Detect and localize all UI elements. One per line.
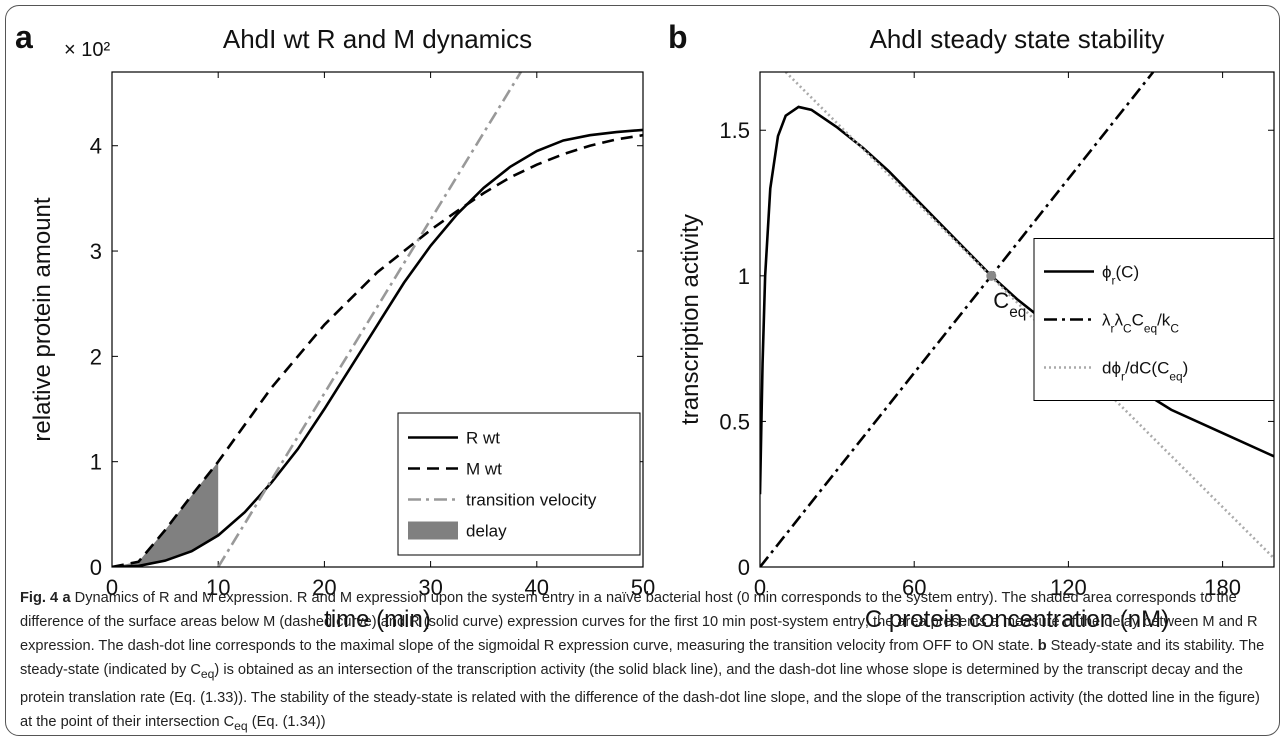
caption-text: b [1037, 638, 1047, 654]
y-axis-label: relative protein amount [29, 197, 56, 441]
legend-label: dϕr/dC(Ceq) [1102, 359, 1188, 384]
x-tick-label: 180 [1204, 575, 1241, 600]
legend-box [1033, 238, 1275, 401]
legend-label-part: r [1112, 274, 1116, 288]
x-tick-label: 120 [1050, 575, 1087, 600]
caption-text: eq [234, 718, 248, 733]
chart-title: AhdI wt R and M dynamics [223, 24, 532, 54]
legend-label-part: C [1170, 322, 1179, 336]
annotation-part: eq [1009, 303, 1026, 320]
legend-label-part: r [1121, 370, 1125, 384]
chart-title: AhdI steady state stability [870, 24, 1165, 54]
delay-area [112, 461, 219, 567]
legend-swatch [408, 521, 458, 540]
legend-label: transition velocity [466, 491, 597, 510]
caption-text: ) is obtained as an intersection of the … [20, 662, 1260, 730]
x-tick-label: 0 [106, 575, 118, 600]
x-tick-label: 30 [418, 575, 442, 600]
legend-label-part: eq [1144, 322, 1157, 336]
y-tick-label: 0 [90, 555, 102, 580]
y-tick-label: 2 [90, 344, 102, 369]
legend-label: delay [466, 522, 507, 541]
series-line [112, 128, 643, 567]
caption-text: Fig. 4 [20, 590, 59, 606]
x-tick-label: 10 [206, 575, 230, 600]
legend-label-part: λ [1102, 311, 1111, 330]
panel-label: b [668, 19, 688, 55]
panel-label: a [15, 19, 33, 55]
legend-label-part: ϕ [1102, 263, 1112, 282]
caption-text: Dynamics of R and M expression. R and M … [20, 590, 1258, 654]
legend-label-part: dϕ [1102, 359, 1121, 378]
legend-label-part: C [1123, 322, 1132, 336]
y-tick-label: 4 [90, 134, 102, 159]
plot-area [112, 72, 643, 567]
legend-label-part: r [1111, 322, 1115, 336]
legend-label: R wt [466, 429, 500, 448]
legend-label-part: (C) [1116, 263, 1140, 282]
y-tick-label: 1 [738, 264, 750, 289]
x-axis-label: time (min) [324, 606, 431, 633]
plot-frame [111, 71, 644, 568]
caption-text: (Eq. (1.34)) [247, 713, 326, 730]
equilibrium-marker [986, 270, 997, 281]
y-axis-label: transcription activity [677, 214, 704, 425]
series-line [760, 72, 1155, 567]
x-tick-label: 50 [631, 575, 655, 600]
legend-label-part: λ [1114, 311, 1123, 330]
legend-label-part: eq [1169, 370, 1182, 384]
legend-label-part: C [1132, 311, 1144, 330]
caption-text: a [62, 590, 71, 606]
series-line [217, 72, 522, 567]
legend-label: M wt [466, 460, 502, 479]
series-line [112, 133, 643, 567]
legend-label-part: /dC(C [1125, 359, 1169, 378]
caption-text: eq [200, 666, 215, 681]
x-axis-label: C protein concentration (nM) [865, 606, 1169, 633]
y-tick-label: 0.5 [719, 409, 750, 434]
legend-label: ϕr(C) [1102, 263, 1139, 288]
x-tick-label: 0 [754, 575, 766, 600]
y-tick-label: 1.5 [719, 118, 750, 143]
annotation: Ceq [993, 288, 1026, 321]
x-tick-label: 40 [525, 575, 549, 600]
caption-text: Steady-state and its stability. The stea… [20, 638, 1265, 678]
y-tick-label: 1 [90, 450, 102, 475]
legend-label-part: ) [1183, 359, 1189, 378]
x-tick-label: 20 [312, 575, 336, 600]
legend-label: λrλCCeq/kC [1102, 311, 1179, 336]
figure-frame [5, 5, 1280, 736]
x-tick-label: 60 [902, 575, 926, 600]
y-tick-label: 0 [738, 555, 750, 580]
legend-label-part: /k [1157, 311, 1171, 330]
annotation-part: C [993, 288, 1009, 313]
y-tick-label: 3 [90, 239, 102, 264]
y-multiplier: × 10² [64, 39, 110, 61]
